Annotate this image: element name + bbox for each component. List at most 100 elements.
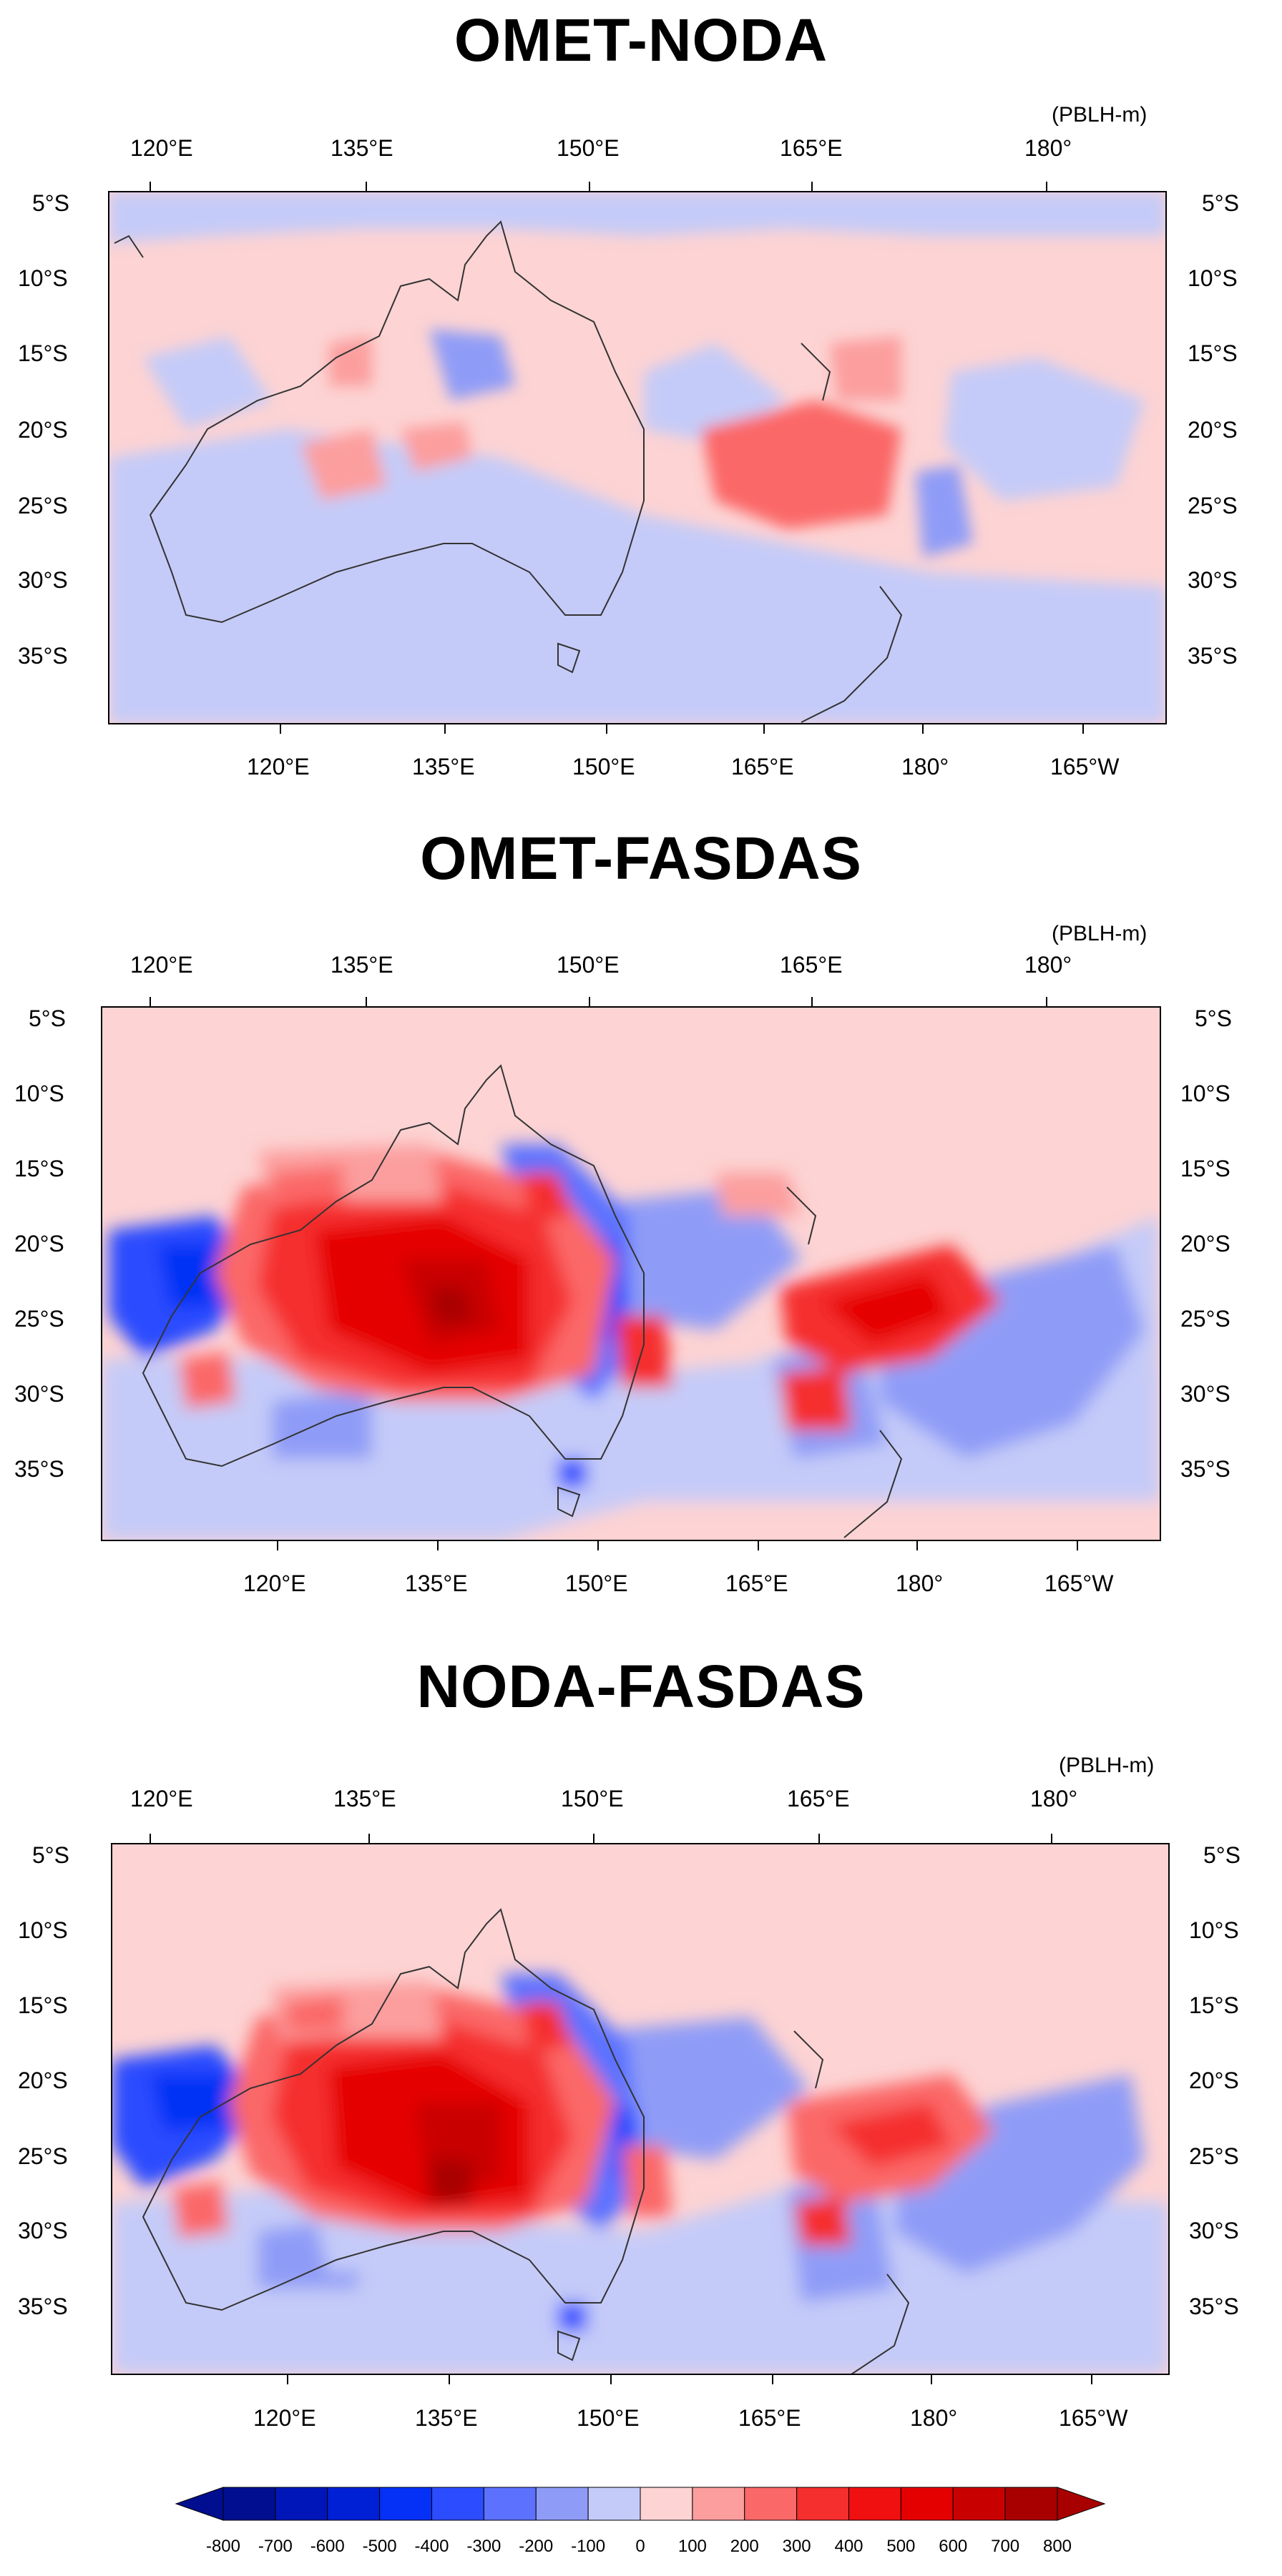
colorbar: -800 -700 -600 -500 -400 -300 -200 -100 0 100 200 3… bbox=[175, 2487, 1106, 2556]
top-lon-tick: 135°E bbox=[331, 135, 393, 161]
bottom-lon-tick: 180° bbox=[910, 2405, 957, 2431]
units-label: (PBLH-m) bbox=[1052, 103, 1147, 127]
colorbar-box bbox=[900, 2487, 954, 2521]
colorbar-label: -300 bbox=[466, 2537, 501, 2556]
lat-tick-left: 10°S bbox=[14, 1081, 64, 1106]
colorbar-label: -400 bbox=[414, 2537, 449, 2556]
colorbar-arrow-high bbox=[1057, 2487, 1106, 2521]
colorbar-label: 0 bbox=[635, 2537, 645, 2556]
ticks bbox=[150, 1834, 1092, 2384]
bottom-lon-tick: 120°E bbox=[243, 1570, 306, 1596]
bottom-lon-tick: 135°E bbox=[412, 754, 475, 780]
panel-title: OMET-FASDAS bbox=[420, 825, 862, 892]
lat-tick-left: 5°S bbox=[32, 1842, 69, 1868]
lat-tick-left: 20°S bbox=[18, 417, 68, 443]
top-lon-tick: 120°E bbox=[130, 1786, 193, 1811]
colorbar-label: 700 bbox=[991, 2537, 1019, 2556]
lat-tick-left: 15°S bbox=[18, 340, 68, 366]
lat-tick-right: 10°S bbox=[1189, 1917, 1239, 1943]
lat-tick-left: 10°S bbox=[18, 1917, 68, 1943]
colorbar-label: 400 bbox=[834, 2537, 863, 2556]
bottom-lon-tick: 120°E bbox=[247, 754, 310, 780]
panel-title: NODA-FASDAS bbox=[416, 1653, 866, 1720]
colorbar-label: 500 bbox=[886, 2537, 915, 2556]
lat-tick-right: 5°S bbox=[1203, 1842, 1241, 1868]
lat-tick-left: 10°S bbox=[18, 265, 68, 291]
colorbar-boxes bbox=[175, 2487, 1106, 2521]
lat-tick-right: 5°S bbox=[1195, 1006, 1232, 1031]
lat-tick-left: 5°S bbox=[29, 1006, 66, 1031]
lat-tick-right: 35°S bbox=[1188, 643, 1238, 669]
colorbar-label: 200 bbox=[730, 2537, 759, 2556]
coastlines bbox=[142, 1064, 903, 1538]
top-lon-tick: 135°E bbox=[331, 952, 393, 978]
coastlines bbox=[142, 1908, 910, 2374]
contour-fill bbox=[112, 1974, 1169, 2374]
lat-tick-left: 30°S bbox=[14, 1381, 64, 1407]
lat-tick-right: 20°S bbox=[1188, 417, 1238, 443]
lat-tick-right: 20°S bbox=[1180, 1231, 1230, 1257]
colorbar-box bbox=[640, 2487, 693, 2521]
lat-tick-left: 35°S bbox=[18, 2294, 68, 2319]
colorbar-label: 600 bbox=[939, 2537, 967, 2556]
lat-tick-left: 20°S bbox=[14, 1231, 64, 1257]
lat-tick-right: 25°S bbox=[1180, 1306, 1230, 1332]
top-lon-tick: 165°E bbox=[787, 1786, 850, 1811]
top-lon-tick: 150°E bbox=[557, 952, 620, 978]
top-lon-tick: 180° bbox=[1030, 1786, 1077, 1811]
top-lon-tick: 120°E bbox=[130, 135, 193, 161]
lat-tick-left: 25°S bbox=[14, 1306, 64, 1332]
colorbar-box bbox=[796, 2487, 849, 2521]
colorbar-label: -100 bbox=[571, 2537, 605, 2556]
colorbar-label: -500 bbox=[363, 2537, 397, 2556]
top-lon-tick: 150°E bbox=[557, 135, 620, 161]
panel-title: OMET-NODA bbox=[454, 6, 828, 74]
colorbar-box bbox=[275, 2487, 328, 2521]
lat-tick-right: 15°S bbox=[1189, 1992, 1239, 2018]
colorbar-box bbox=[1004, 2487, 1058, 2521]
panel-noda-fasdas: NODA-FASDAS (PBLH-m) bbox=[0, 1645, 1282, 2446]
lat-tick-right: 30°S bbox=[1189, 2218, 1239, 2243]
units-label: (PBLH-m) bbox=[1059, 1754, 1154, 1777]
top-lon-tick: 180° bbox=[1024, 952, 1072, 978]
colorbar-box bbox=[431, 2487, 484, 2521]
lat-tick-right: 20°S bbox=[1189, 2068, 1239, 2093]
colorbar-label: -600 bbox=[310, 2537, 345, 2556]
lat-tick-right: 25°S bbox=[1188, 493, 1238, 518]
map-frame bbox=[108, 191, 1167, 724]
coastlines bbox=[114, 220, 903, 723]
panel-omet-noda: OMET-NODA (PBLH-m) bbox=[0, 0, 1282, 780]
lat-tick-right: 35°S bbox=[1180, 1456, 1230, 1482]
bottom-lon-tick: 165°E bbox=[738, 2405, 801, 2431]
lat-tick-right: 5°S bbox=[1202, 190, 1239, 216]
map-frame bbox=[101, 1006, 1161, 1541]
colorbar-arrow-low bbox=[175, 2487, 224, 2521]
top-lon-tick: 120°E bbox=[130, 952, 193, 978]
lat-tick-left: 15°S bbox=[18, 1992, 68, 2018]
top-lon-tick: 165°E bbox=[780, 952, 843, 978]
panel-omet-fasdas: OMET-FASDAS (PBLH-m) bbox=[0, 815, 1282, 1602]
lat-tick-left: 30°S bbox=[18, 2218, 68, 2243]
colorbar-label: -200 bbox=[519, 2537, 553, 2556]
units-label: (PBLH-m) bbox=[1052, 922, 1147, 945]
lat-tick-right: 30°S bbox=[1188, 567, 1238, 593]
bottom-lon-tick: 150°E bbox=[577, 2405, 640, 2431]
lat-tick-left: 5°S bbox=[32, 190, 69, 216]
bottom-lon-tick: 180° bbox=[901, 754, 949, 780]
bottom-lon-tick: 165°E bbox=[725, 1570, 788, 1596]
lat-tick-right: 10°S bbox=[1188, 265, 1238, 291]
map-omet-noda: (PBLH-m) bbox=[18, 103, 1239, 780]
lat-tick-right: 35°S bbox=[1189, 2294, 1239, 2319]
colorbar-box bbox=[327, 2487, 381, 2521]
lat-tick-right: 15°S bbox=[1188, 340, 1238, 366]
bottom-lon-tick: 150°E bbox=[572, 754, 635, 780]
contour-fill bbox=[109, 192, 1166, 724]
colorbar-box bbox=[587, 2487, 641, 2521]
contour-fill bbox=[102, 1144, 1160, 1540]
bottom-lon-tick: 165°E bbox=[731, 754, 794, 780]
colorbar-label: 100 bbox=[678, 2537, 707, 2556]
bottom-lon-tick: 150°E bbox=[565, 1570, 628, 1596]
lat-tick-right: 15°S bbox=[1180, 1156, 1230, 1181]
colorbar-label: 300 bbox=[783, 2537, 811, 2556]
map-omet-fasdas: (PBLH-m) bbox=[14, 922, 1232, 1596]
